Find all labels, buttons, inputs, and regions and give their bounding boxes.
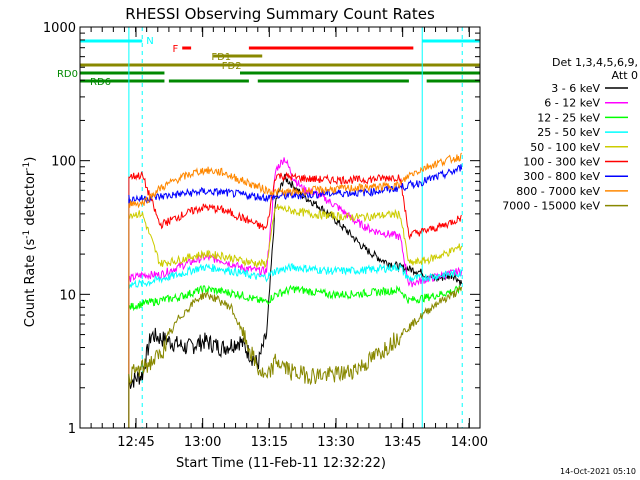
legend: Det 1,3,4,5,6,9,Att 0 3 - 6 keV 6 - 12 keV… [502,56,638,213]
y-tick-label: 10 [59,288,76,303]
state-bar-label: RD6 [90,77,111,88]
y-axis-label-exp2: -1 [22,162,32,171]
legend-entry-label: 6 - 12 keV [544,97,600,110]
series-line [128,171,462,241]
series-group [128,152,463,428]
legend-header-line: Det 1,3,4,5,6,9, [552,56,638,69]
legend-entry-label: 300 - 800 keV [523,170,600,183]
y-axis-label-mid: detector [23,170,38,230]
x-tick-label: 14:00 [451,435,488,450]
series-line [128,286,463,386]
state-bar-label: FD1 [211,52,231,63]
legend-entry-label: 800 - 7000 keV [516,185,600,198]
x-tick-label: 13:00 [184,435,221,450]
x-tick-label: 13:15 [251,435,288,450]
series-line [128,284,462,312]
state-bar-label: RD0 [57,69,78,80]
x-tick-label: 13:30 [317,435,354,450]
y-tick-label: 100 [51,155,76,170]
y-axis-label-main: Count Rate (s [23,239,38,328]
state-bar-label: N [146,36,153,47]
series-line [128,262,463,290]
x-tick-label: 13:45 [384,435,421,450]
series-line [128,157,463,288]
legend-header-line: Att 0 [612,69,638,82]
legend-entry-label: 50 - 100 keV [530,141,600,154]
y-axis-label: Count Rate (s-1 detector-1) [22,157,38,328]
legend-entry-label: 12 - 25 keV [537,111,600,124]
legend-entry-label: 25 - 50 keV [537,126,600,139]
y-axis-label-exp1: -1 [22,230,32,239]
y-tick-label: 1000 [43,21,76,36]
series-line [128,164,463,205]
x-axis-label: Start Time (11-Feb-11 12:32:22) [176,456,386,471]
series-line [128,203,463,269]
series-line [128,152,463,209]
chart-title: RHESSI Observing Summary Count Rates [125,5,435,23]
y-axis-label-end: ) [23,157,38,162]
legend-entry-label: 100 - 300 keV [523,156,600,169]
axes-group: 1 10 100 1000 12:45 13:00 13:15 13:30 13:45 14:00 [43,21,488,450]
legend-entry-label: 3 - 6 keV [551,82,600,95]
legend-entry-label: 7000 - 15000 keV [502,200,600,213]
timestamp: 14-Oct-2021 05:10 [560,467,636,476]
y-tick-label: 1 [68,422,76,437]
state-bar-label: FD2 [222,61,242,72]
state-bar-label: F [172,44,178,55]
x-tick-label: 12:45 [117,435,154,450]
